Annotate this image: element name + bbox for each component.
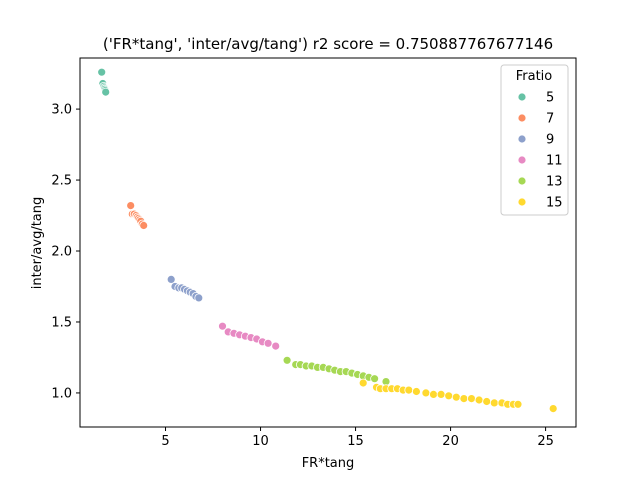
- legend-title: Fratio: [516, 69, 553, 84]
- data-point: [166, 274, 176, 284]
- data-point: [101, 87, 111, 97]
- data-point: [482, 397, 492, 406]
- x-tick-label: 10: [252, 434, 269, 449]
- legend-items: 5 7 9 11 13 15: [517, 91, 563, 211]
- legend-label: 11: [546, 154, 563, 169]
- x-axis-label: FR*tang: [302, 456, 355, 471]
- legend-marker: [517, 155, 527, 165]
- data-point: [370, 374, 380, 384]
- legend-item-11: 11: [517, 154, 563, 169]
- data-point: [474, 395, 484, 405]
- x-tick-label: 25: [537, 434, 554, 449]
- legend-marker: [517, 134, 527, 144]
- legend-marker: [517, 92, 527, 102]
- series-7: [126, 201, 149, 230]
- data-point: [282, 355, 292, 365]
- legend-item-15: 15: [517, 196, 563, 211]
- x-tick-label: 20: [442, 434, 459, 449]
- legend-box: [500, 64, 569, 216]
- x-tick-label: 5: [161, 434, 169, 449]
- legend-item-5: 5: [517, 91, 554, 106]
- data-point: [411, 387, 421, 396]
- legend-marker: [517, 197, 527, 207]
- legend-item-7: 7: [517, 112, 554, 127]
- series-15: [358, 378, 558, 414]
- data-point: [429, 389, 438, 399]
- legend-label: 7: [546, 112, 554, 127]
- legend-marker: [517, 176, 527, 186]
- data-point: [263, 338, 273, 348]
- chart-title: ('FR*tang', 'inter/avg/tang') r2 score =…: [103, 35, 553, 53]
- y-tick-label: 2.0: [51, 245, 72, 260]
- data-point: [271, 341, 281, 351]
- y-axis-label: inter/avg/tang: [30, 197, 45, 290]
- data-point: [194, 293, 204, 303]
- series-5: [97, 67, 111, 97]
- y-tick-label: 2.5: [51, 174, 72, 189]
- legend-label: 9: [546, 133, 554, 148]
- data-point: [489, 398, 499, 408]
- data-point: [218, 321, 227, 331]
- legend-marker: [517, 113, 527, 123]
- data-point: [358, 378, 368, 388]
- data-point: [97, 67, 107, 77]
- legend-label: 13: [546, 175, 563, 190]
- x-axis: 5 10 15 20 25: [161, 427, 554, 449]
- y-axis: 1.0 1.5 2.0 2.5 3.0: [51, 103, 80, 401]
- data-point: [459, 394, 469, 404]
- legend-item-9: 9: [517, 133, 554, 148]
- series-9: [166, 274, 204, 303]
- legend-item-13: 13: [517, 175, 563, 190]
- plot-area: [97, 67, 558, 414]
- data-point: [451, 392, 461, 402]
- x-tick-label: 15: [347, 434, 364, 449]
- legend: Fratio 5 7 9 11 13 15: [500, 64, 569, 216]
- plot-frame: [79, 57, 577, 428]
- series-11: [218, 321, 281, 351]
- legend-label: 15: [546, 196, 563, 211]
- data-point: [126, 201, 136, 211]
- data-point: [467, 394, 476, 404]
- y-tick-label: 1.0: [51, 386, 72, 401]
- data-point: [421, 388, 431, 398]
- data-point: [548, 404, 558, 414]
- data-point: [139, 221, 149, 230]
- data-point: [404, 385, 414, 395]
- y-tick-label: 3.0: [51, 103, 72, 118]
- legend-label: 5: [546, 91, 554, 106]
- data-point: [513, 399, 523, 409]
- y-tick-label: 1.5: [51, 315, 72, 330]
- data-point: [436, 389, 446, 399]
- data-point: [444, 391, 454, 401]
- series-13: [282, 355, 391, 387]
